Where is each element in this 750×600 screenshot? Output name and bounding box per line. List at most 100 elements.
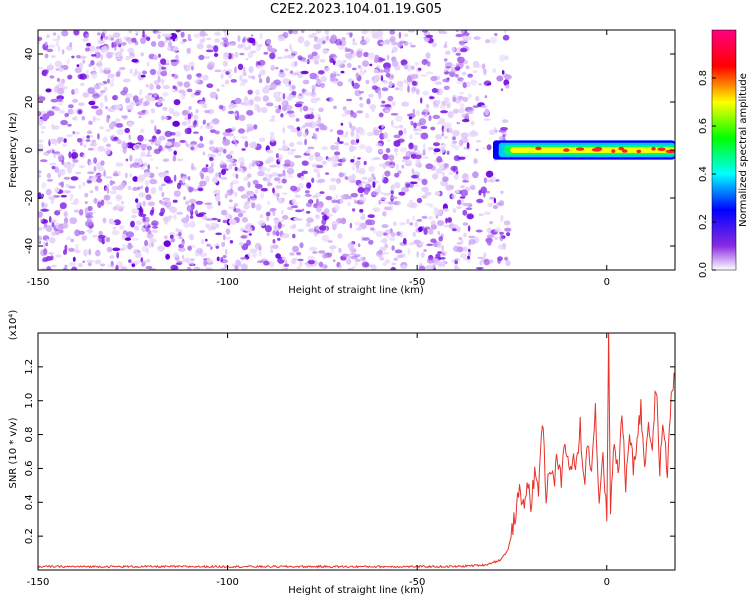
noise-blob <box>220 267 226 270</box>
noise-blob <box>240 257 248 260</box>
noise-blob <box>205 164 209 168</box>
noise-blob <box>393 148 399 153</box>
noise-blob <box>390 266 397 270</box>
noise-blob <box>175 262 182 266</box>
noise-blob <box>433 208 442 216</box>
noise-blob <box>286 54 295 59</box>
noise-blob <box>87 87 95 95</box>
noise-blob <box>128 134 132 140</box>
noise-blob <box>85 33 89 39</box>
noise-blob <box>359 65 363 72</box>
noise-blob <box>67 166 72 174</box>
snr-line-plot <box>38 333 675 569</box>
noise-blob <box>343 142 350 146</box>
noise-blob <box>258 59 266 66</box>
noise-blob <box>72 159 79 163</box>
noise-blob <box>130 220 135 228</box>
noise-blob <box>78 165 85 169</box>
noise-blob <box>366 132 375 137</box>
noise-blob <box>432 173 439 180</box>
noise-blob <box>460 189 469 197</box>
noise-blob <box>401 101 410 107</box>
noise-blob <box>372 78 378 84</box>
noise-blob <box>304 190 310 194</box>
noise-blob <box>246 239 251 246</box>
noise-blob <box>78 62 84 70</box>
noise-blob <box>420 74 428 77</box>
noise-blob <box>251 202 256 209</box>
noise-blob <box>109 221 116 225</box>
noise-blob <box>264 173 269 178</box>
noise-blob <box>145 194 152 201</box>
noise-blob <box>347 242 355 250</box>
noise-blob <box>54 106 61 112</box>
noise-blob <box>356 110 364 114</box>
noise-blob <box>422 90 430 96</box>
noise-blob <box>371 85 378 90</box>
noise-blob <box>188 186 193 193</box>
noise-blob <box>365 79 370 85</box>
noise-blob <box>325 172 330 175</box>
chart-title: C2E2.2023.104.01.19.G05 <box>269 2 443 17</box>
noise-blob <box>432 42 437 48</box>
noise-blob <box>375 250 384 258</box>
noise-blob <box>175 30 181 33</box>
noise-blob <box>173 141 181 148</box>
noise-blob <box>443 122 452 129</box>
noise-blob <box>321 235 330 242</box>
noise-blob <box>337 81 343 87</box>
noise-blob <box>441 132 444 137</box>
noise-blob <box>408 142 414 150</box>
noise-blob <box>158 65 162 72</box>
noise-blob <box>125 55 130 61</box>
noise-blob <box>95 118 101 121</box>
noise-blob <box>121 201 124 205</box>
noise-blob <box>364 189 369 195</box>
noise-blob <box>277 148 284 151</box>
noise-blob <box>298 93 302 97</box>
noise-blob <box>318 230 325 234</box>
noise-blob <box>390 184 395 191</box>
noise-blob <box>289 70 294 74</box>
noise-blob <box>426 32 430 36</box>
noise-blob <box>119 37 122 44</box>
noise-blob <box>458 108 465 114</box>
noise-blob <box>411 80 417 86</box>
noise-blob <box>115 123 124 128</box>
noise-blob <box>42 241 47 248</box>
noise-blob <box>235 174 239 179</box>
noise-blob <box>234 141 238 147</box>
noise-blob <box>347 120 351 124</box>
noise-blob <box>41 130 44 134</box>
noise-blob <box>238 241 244 247</box>
noise-blob <box>408 116 413 120</box>
noise-blob <box>97 145 105 152</box>
noise-blob <box>61 65 64 69</box>
noise-blob <box>187 176 191 181</box>
noise-blob <box>99 58 103 65</box>
noise-blob <box>439 257 446 260</box>
noise-blob <box>124 93 133 99</box>
noise-blob <box>465 176 469 181</box>
noise-blob <box>458 156 466 160</box>
noise-blob <box>132 95 139 102</box>
noise-blob <box>325 195 333 201</box>
noise-blob <box>399 84 404 92</box>
noise-blob <box>423 228 428 235</box>
noise-blob <box>95 109 103 116</box>
noise-blob <box>504 256 509 261</box>
noise-blob <box>408 242 415 246</box>
noise-blob <box>82 154 85 158</box>
noise-blob <box>43 248 48 256</box>
noise-blob <box>143 162 147 167</box>
noise-blob <box>426 264 434 270</box>
noise-blob <box>452 208 457 214</box>
noise-blob <box>437 263 446 268</box>
noise-blob <box>391 60 399 67</box>
noise-blob <box>70 238 74 243</box>
noise-blob <box>316 198 319 204</box>
noise-blob <box>425 52 431 59</box>
noise-blob <box>413 144 418 152</box>
noise-blob <box>378 112 384 118</box>
noise-blob <box>433 151 437 156</box>
